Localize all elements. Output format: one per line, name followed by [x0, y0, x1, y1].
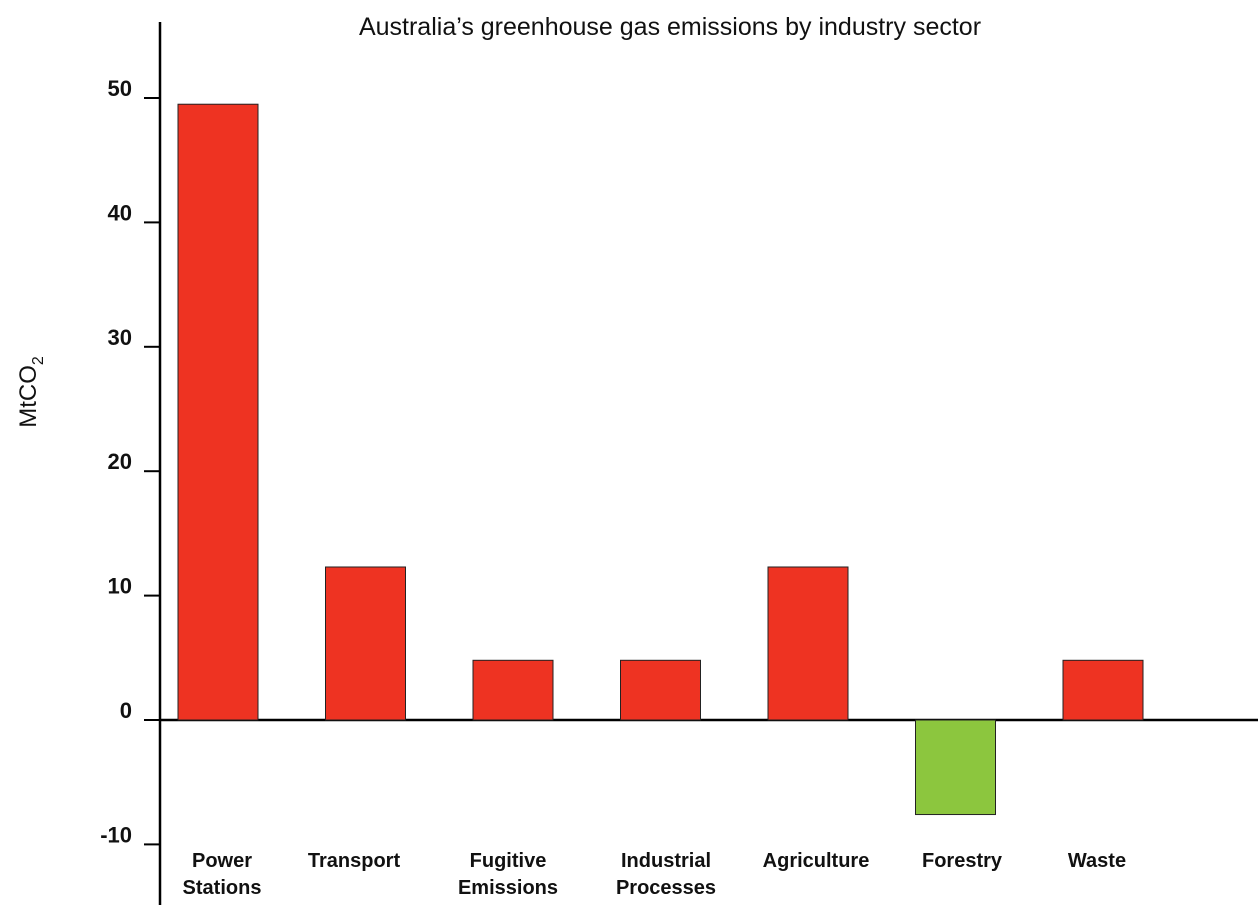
x-category-line: Processes [616, 877, 716, 899]
bar-waste [1062, 659, 1144, 721]
y-tick-label: 10 [108, 574, 132, 599]
bar-fugitive [472, 659, 554, 721]
x-category-line: Emissions [458, 877, 558, 899]
chart-title: Australia’s greenhouse gas emissions by … [359, 13, 981, 41]
y-axis-label-subscript: 2 [30, 356, 47, 365]
y-tick-label: 20 [108, 449, 132, 474]
x-category-label: Fugitive Emissions [458, 850, 558, 899]
x-category-line: Transport [308, 850, 401, 872]
x-category-line: Power [192, 850, 252, 872]
y-axis-label-main: MtCO [15, 365, 42, 428]
y-tick-label: 30 [108, 325, 132, 350]
bars [177, 103, 1144, 816]
x-category-label: Transport [308, 850, 401, 872]
x-category-line: Fugitive [470, 850, 547, 872]
x-axis-categories: Power Stations Transport Fugitive Emissions I… [183, 850, 1127, 899]
bar-transport [325, 566, 406, 721]
x-category-label: Agriculture [763, 850, 870, 872]
x-category-line: Forestry [922, 850, 1003, 872]
x-category-label: Power Stations [183, 850, 262, 899]
y-tick-label: 0 [120, 698, 132, 723]
y-tick-label: 50 [108, 76, 132, 101]
y-tick-label: -10 [100, 822, 132, 847]
bar-industrial [620, 659, 701, 721]
x-category-line: Industrial [621, 850, 711, 872]
y-axis-ticks: 50 40 30 20 10 0 -10 [100, 76, 160, 847]
x-category-label: Forestry [922, 850, 1003, 872]
y-axis-label: MtCO2 [15, 356, 47, 428]
x-category-line: Waste [1068, 850, 1126, 872]
bar-forestry [915, 719, 996, 816]
axes [158, 22, 1258, 905]
y-tick-label: 40 [108, 200, 132, 225]
x-category-line: Stations [183, 877, 262, 899]
bar-agriculture [767, 566, 849, 721]
x-category-line: Agriculture [763, 850, 870, 872]
y-axis-label-text: MtCO2 [15, 356, 47, 428]
x-category-label: Industrial Processes [616, 850, 716, 899]
x-category-label: Waste [1068, 850, 1126, 872]
bar-power [177, 103, 259, 721]
